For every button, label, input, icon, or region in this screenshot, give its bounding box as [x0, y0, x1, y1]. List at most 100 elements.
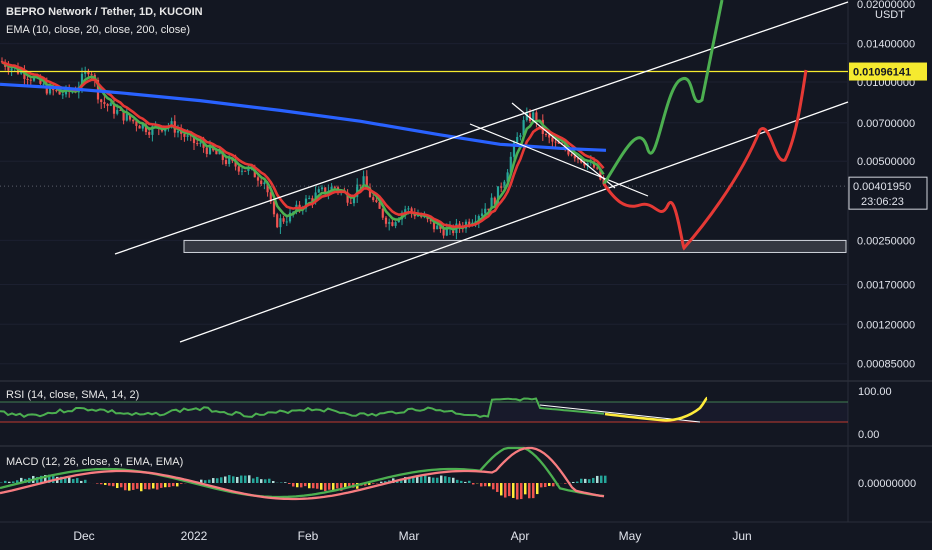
macd-histogram-bar	[436, 477, 439, 483]
candle-body	[247, 167, 250, 171]
candle-body	[503, 181, 506, 188]
macd-histogram-bar	[500, 483, 503, 496]
price-tick-label: 0.00085000	[857, 359, 915, 371]
candle-body	[372, 197, 375, 201]
wedge-upper-line	[511, 102, 616, 189]
ema-20-line	[1, 61, 605, 229]
macd-histogram-bar	[300, 483, 303, 488]
candle-body	[522, 120, 525, 136]
macd-histogram-bar	[464, 481, 467, 483]
macd-histogram-bar	[216, 478, 219, 483]
candle-body	[55, 90, 58, 92]
candle-body	[551, 137, 554, 142]
macd-histogram-bar	[116, 483, 119, 489]
macd-histogram-bar	[160, 483, 163, 488]
macd-histogram-bar	[528, 483, 531, 499]
candle-body	[199, 142, 202, 144]
macd-histogram-bar	[124, 483, 127, 491]
macd-histogram-bar	[316, 483, 319, 489]
ema-lines	[0, 61, 607, 232]
macd-histogram-bar	[348, 483, 351, 488]
candle-body	[570, 154, 573, 156]
candle-body	[196, 143, 199, 145]
candle-body	[122, 109, 125, 121]
rsi-projection	[604, 396, 708, 422]
candle-body	[29, 79, 32, 81]
candle-body	[103, 102, 106, 104]
macd-histogram-bar	[144, 483, 147, 490]
candle-body	[445, 228, 448, 236]
support-zone-rect	[183, 239, 847, 253]
macd-histogram-bar	[76, 478, 79, 483]
candle-body	[532, 112, 535, 121]
macd-histogram-bar	[228, 475, 231, 483]
symbol-title: BEPRO Network / Tether, 1D, KUCOIN	[6, 6, 203, 18]
macd-histogram-bar	[296, 483, 299, 488]
macd-histogram-bar	[260, 479, 263, 483]
macd-histogram-bar	[304, 483, 307, 487]
macd-histogram-bar	[504, 483, 507, 498]
macd-histogram-bar	[576, 481, 579, 483]
candle-body	[573, 155, 576, 159]
candle-body	[186, 135, 189, 137]
macd-histogram-bar	[488, 483, 491, 487]
macd-histogram-bar	[344, 483, 347, 489]
macd-histogram-bar	[248, 475, 251, 483]
macd-histogram-bar	[128, 483, 131, 491]
macd-histogram-bar	[60, 476, 63, 483]
candle-body	[407, 208, 410, 210]
candle-body	[410, 208, 413, 213]
candle-body	[362, 176, 365, 186]
candle-body	[215, 150, 218, 155]
candle-body	[548, 134, 551, 138]
candle-body	[244, 170, 247, 172]
candle-body	[116, 109, 119, 114]
candle-body	[375, 200, 378, 202]
last-price-label: 0.00401950	[853, 181, 911, 193]
projection-lines	[602, 0, 808, 251]
candle-body	[311, 198, 314, 202]
price-tick-label: 0.00170000	[857, 279, 915, 291]
candle-body	[599, 168, 602, 180]
candle-body	[554, 141, 557, 143]
candle-body	[151, 126, 154, 135]
candle-body	[525, 113, 528, 121]
candle-body	[58, 90, 61, 95]
ema-legend: EMA (10, close, 20, close, 200, close)	[6, 24, 191, 36]
rsi-tick-0: 0.00	[858, 429, 879, 441]
candle-body	[23, 71, 26, 79]
macd-histogram-bar	[432, 477, 435, 483]
macd-histogram-bar	[492, 483, 495, 490]
candle-body	[583, 162, 586, 166]
macd-histogram-bar	[232, 476, 235, 483]
price-axis: 0.020000000.014000000.010000000.00700000…	[848, 0, 928, 371]
time-tick-label: Apr	[511, 529, 530, 543]
countdown-label: 23:06:23	[861, 196, 904, 208]
candle-body	[477, 216, 480, 222]
candle-body	[221, 151, 224, 161]
candle-body	[26, 78, 29, 80]
candle-body	[119, 109, 122, 111]
macd-histogram-bar	[532, 483, 535, 499]
macd-histogram-bar	[548, 483, 551, 486]
macd-histogram-bar	[584, 478, 587, 483]
time-axis: Dec 2022 Feb Mar Apr May Jun	[73, 529, 751, 543]
candle-body	[125, 113, 128, 121]
time-tick-label: Mar	[399, 529, 420, 543]
candle-body	[260, 180, 263, 185]
macd-histogram-bar	[220, 477, 223, 483]
candle-body	[442, 229, 445, 236]
candle-body	[308, 198, 311, 200]
last-price-tag	[848, 176, 928, 210]
macd-histogram-bar	[544, 483, 547, 488]
candle-body	[368, 187, 372, 198]
candle-body	[487, 208, 490, 210]
candle-body	[282, 218, 285, 222]
macd-histogram-bar	[44, 475, 47, 483]
macd-histogram-bar	[156, 483, 159, 490]
macd-histogram-bar	[288, 483, 291, 484]
candle-body	[576, 158, 580, 160]
macd-histogram-bar	[148, 483, 151, 490]
macd-histogram-bar	[108, 483, 111, 486]
